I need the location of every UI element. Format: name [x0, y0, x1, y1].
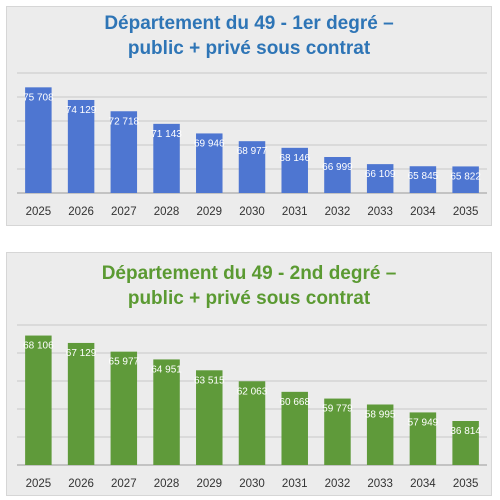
bar-2026: [67, 342, 95, 465]
bar-2035: [452, 421, 479, 465]
bar-value-label: 68 977: [237, 146, 268, 157]
chart-title: Département du 49 - 2nd degré – public +…: [7, 261, 491, 311]
bar-value-label: 67 129: [66, 348, 97, 359]
bar-value-label: 68 146: [279, 153, 310, 164]
chart-title-line-2: public + privé sous contrat: [127, 38, 371, 59]
bar-2030: [238, 141, 266, 193]
bar-2027: [110, 111, 138, 193]
chart-panel-1er-degre: Département du 49 - 1er degré – public +…: [6, 6, 492, 226]
bar-2025: [25, 335, 52, 465]
bar-2025: [25, 87, 52, 193]
bar-2033: [366, 404, 394, 465]
x-tick-label: 2026: [68, 478, 94, 490]
bar-value-label: 58 995: [365, 409, 396, 420]
x-tick-label: 2033: [367, 206, 393, 218]
x-tick-label: 2029: [196, 478, 222, 490]
bar-value-label: 62 063: [237, 386, 268, 397]
x-tick-label: 2030: [239, 206, 265, 218]
bar-value-label: 69 946: [194, 138, 225, 149]
bar-2030: [238, 381, 266, 465]
x-tick-label: 2029: [196, 206, 222, 218]
bar-2032: [324, 398, 351, 465]
bar-2034: [409, 412, 437, 465]
bar-value-label: 72 718: [109, 116, 140, 127]
bar-2031: [281, 391, 308, 465]
x-tick-label: 2026: [68, 206, 94, 218]
bar-value-label: 63 515: [194, 375, 225, 386]
x-tick-label: 2031: [282, 206, 308, 218]
bar-2028: [153, 123, 180, 193]
bar-2033: [366, 164, 394, 193]
x-tick-label: 2035: [453, 206, 479, 218]
x-tick-label: 2034: [410, 206, 436, 218]
bar-2031: [281, 147, 308, 193]
bar-value-label: 36 814: [450, 426, 481, 437]
bar-value-label: 68 106: [23, 341, 54, 352]
bar-value-label: 57 949: [408, 417, 439, 428]
x-tick-label: 2025: [26, 206, 52, 218]
bar-value-label: 59 779: [322, 404, 353, 415]
x-tick-label: 2034: [410, 478, 436, 490]
bar-2026: [67, 99, 95, 193]
bar-2034: [409, 166, 437, 193]
x-tick-label: 2035: [453, 478, 479, 490]
bar-value-label: 66 999: [322, 162, 353, 173]
chart-panel-2nd-degre: Département du 49 - 2nd degré – public +…: [6, 252, 492, 496]
x-tick-label: 2027: [111, 478, 137, 490]
chart-title-line-1: Département du 49 - 1er degré –: [104, 13, 394, 34]
bar-value-label: 65 822: [450, 171, 481, 182]
x-tick-label: 2032: [325, 478, 351, 490]
x-tick-label: 2033: [367, 478, 393, 490]
chart-title: Département du 49 - 1er degré – public +…: [7, 11, 491, 61]
bar-value-label: 75 708: [23, 92, 54, 103]
bar-2027: [110, 351, 138, 465]
x-tick-label: 2030: [239, 478, 265, 490]
bar-value-label: 66 109: [365, 169, 396, 180]
bar-value-label: 65 977: [109, 357, 140, 368]
bar-value-label: 60 668: [279, 397, 310, 408]
bar-chart-1er-degre: 75 708 2025 74 129 2026 72 718 2027 71 143 2028…: [17, 72, 487, 218]
bar-2032: [324, 157, 351, 193]
x-tick-label: 2028: [154, 478, 180, 490]
bar-2029: [196, 370, 223, 465]
x-tick-label: 2027: [111, 206, 137, 218]
x-tick-label: 2028: [154, 206, 180, 218]
bar-value-label: 74 129: [66, 105, 97, 116]
bar-chart-2nd-degre: 68 106 2025 67 129 2026 65 977 2027 64 951 2028…: [17, 324, 487, 490]
bar-2028: [153, 359, 180, 465]
chart-title-line-1: Département du 49 - 2nd degré –: [101, 263, 397, 284]
bar-value-label: 65 845: [408, 171, 439, 182]
bar-2035: [452, 166, 479, 193]
bar-2029: [196, 133, 223, 193]
x-tick-label: 2025: [26, 478, 52, 490]
bar-value-label: 71 143: [151, 129, 182, 140]
x-tick-label: 2031: [282, 478, 308, 490]
chart-title-line-2: public + privé sous contrat: [127, 288, 371, 309]
bar-value-label: 64 951: [151, 364, 182, 375]
x-tick-label: 2032: [325, 206, 351, 218]
